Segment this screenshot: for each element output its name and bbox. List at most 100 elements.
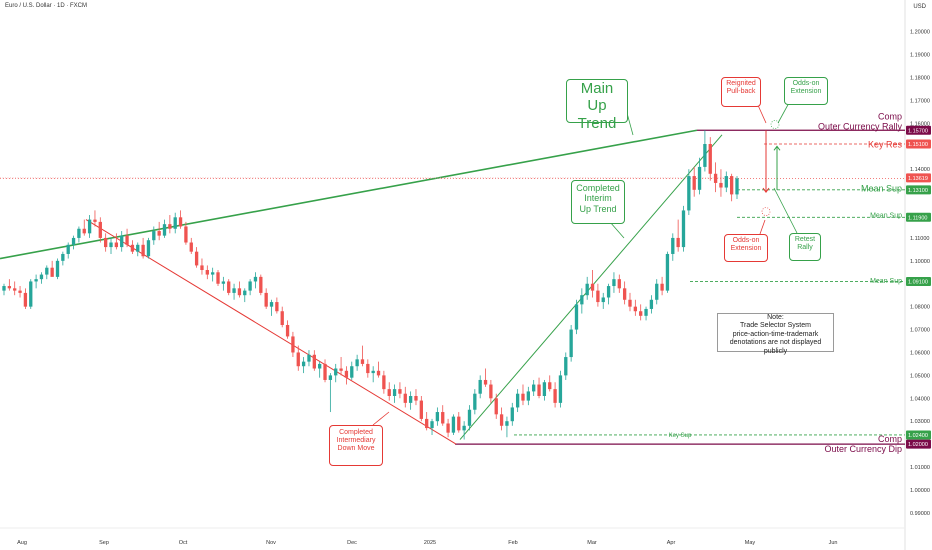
candle-body (639, 311, 643, 316)
candle-body (505, 421, 509, 426)
candle-body (521, 393, 525, 401)
candle-body (146, 240, 151, 257)
candle-body (671, 237, 675, 254)
price-axis-tag-label: 1.09100 (908, 279, 928, 285)
candle-body (601, 297, 605, 303)
candle-body (382, 375, 386, 390)
price-axis-tag (906, 139, 931, 149)
candle-body (387, 389, 391, 396)
extension-bottom-marker (761, 207, 771, 216)
candle-body (494, 398, 498, 415)
rally-arrow-head (773, 145, 781, 151)
price-axis-tag (906, 439, 931, 449)
x-tick-label: Feb (508, 540, 517, 546)
candle-body (649, 299, 654, 309)
candle-body (178, 217, 183, 227)
candle-body (61, 253, 65, 261)
candle-body (446, 423, 450, 433)
main-trend-pointer (626, 112, 634, 136)
candle-body (708, 144, 712, 174)
price-axis-tag (906, 185, 931, 195)
y-tick-label: 1.20000 (910, 30, 930, 36)
candle-body (205, 270, 209, 275)
candle-body (462, 425, 466, 431)
candle-body (558, 375, 563, 403)
y-tick-label: 1.00000 (910, 488, 930, 494)
odds-on-bottom-line2: Extension (730, 245, 762, 253)
candle-body (157, 231, 161, 236)
candle-body (291, 336, 295, 353)
candle-body (125, 235, 129, 245)
price-axis-tag-label: 1.13619 (908, 176, 928, 182)
price-axis-tag (906, 212, 931, 222)
completed-interim-line1: Completed (576, 183, 620, 193)
candle-body (312, 354, 316, 369)
x-tick-label: Aug (17, 540, 27, 546)
candle-body (371, 370, 375, 374)
candle-body (703, 144, 707, 167)
pullback-arrow-head (762, 187, 770, 193)
candle-body (162, 224, 167, 236)
price-axis-tag (906, 276, 931, 286)
note-line1: Note: (767, 314, 784, 321)
candle-body (553, 389, 557, 403)
candle-body (542, 382, 547, 396)
candle-body (574, 304, 579, 330)
candle-body (697, 166, 702, 190)
key-sup-label: Key Sup (669, 433, 692, 439)
completed-intermediary-line2: Intermediary (336, 437, 376, 445)
retest-pointer (773, 187, 798, 234)
candle-body (18, 290, 22, 293)
retest-rally-callout: Retest Rally (789, 233, 821, 261)
candle-body (398, 389, 402, 394)
candle-body (467, 409, 472, 426)
y-tick-label: 1.01000 (910, 465, 930, 471)
y-tick-label: 1.03000 (910, 419, 930, 425)
odds-on-extension-top-callout: Odds-on Extension (784, 77, 828, 105)
note-line3: price-action-time-trademark (732, 330, 819, 338)
mean-sup-label: Mean Sup (861, 183, 902, 193)
candle-body (735, 178, 739, 195)
candle-body (237, 288, 242, 296)
candle-body (489, 384, 493, 399)
mean-sup-label: Mean Sup (870, 278, 902, 285)
x-tick-label: Sep (99, 540, 109, 546)
candle-body (168, 224, 172, 229)
candle-body (569, 329, 573, 358)
x-tick-label: Apr (667, 540, 676, 546)
candle-body (216, 272, 220, 284)
candle-body (34, 279, 38, 282)
x-tick-label: 2025 (424, 540, 436, 546)
candle-body (719, 182, 723, 188)
price-axis-tag (906, 173, 931, 183)
candle-body (425, 418, 429, 429)
interim-pointer (609, 221, 625, 239)
y-tick-label: 1.04000 (910, 396, 930, 402)
candle-body (109, 242, 113, 248)
candle-body (253, 276, 258, 282)
retest-rally-line2: Rally (797, 244, 813, 252)
y-tick-label: 1.05000 (910, 373, 930, 379)
candle-body (644, 308, 648, 316)
y-tick-label: 1.07000 (910, 328, 930, 334)
candle-body (430, 421, 434, 429)
candle-body (676, 237, 680, 248)
x-tick-label: Jun (829, 540, 838, 546)
down-move-line (85, 219, 457, 445)
completed-intermediary-line3: Down Move (337, 445, 375, 453)
candle-body (211, 272, 215, 275)
y-tick-label: 1.10000 (910, 259, 930, 265)
candle-body (687, 176, 691, 211)
candle-body (344, 370, 349, 378)
candle-body (692, 176, 696, 190)
candle-body (264, 292, 268, 307)
candle-body (194, 251, 199, 266)
y-tick-label: 1.18000 (910, 76, 930, 82)
price-axis-tag-label: 1.15700 (908, 128, 928, 134)
comp-outer-dip-label: Outer Currency Dip (824, 444, 902, 454)
candle-body (243, 290, 247, 296)
candle-body (173, 217, 177, 229)
completed-interim-line3: Up Trend (579, 203, 617, 214)
candle-body (152, 231, 156, 241)
